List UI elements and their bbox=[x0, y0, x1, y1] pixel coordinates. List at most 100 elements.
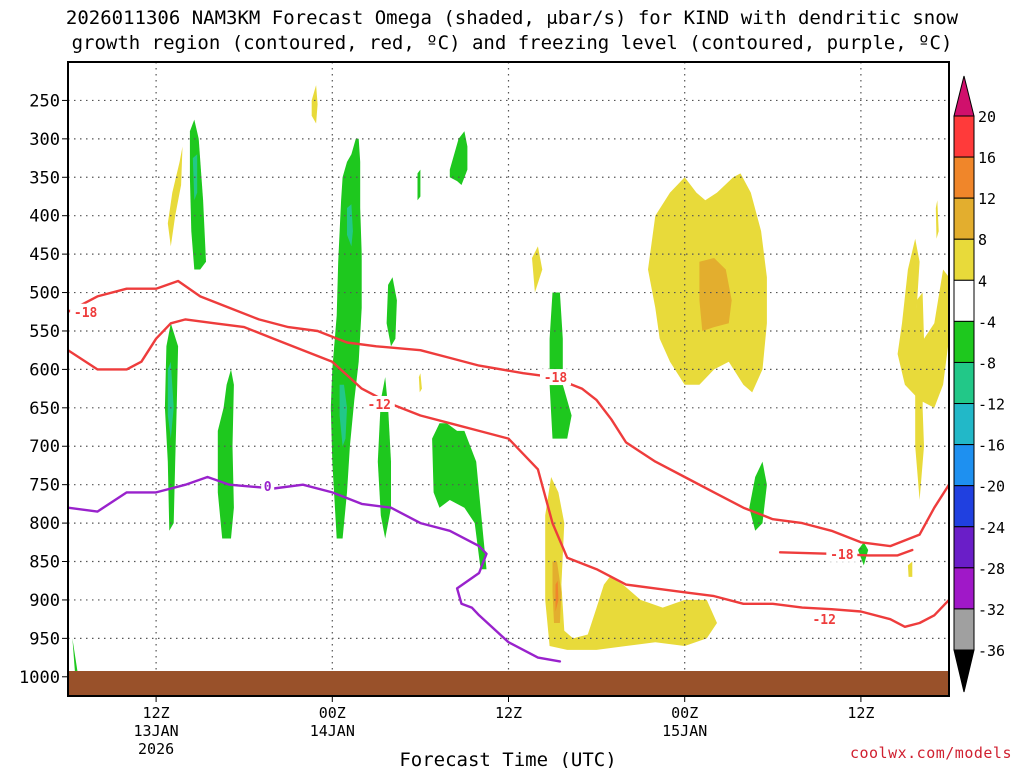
colorbar-bin bbox=[953, 320, 975, 363]
omega-region bbox=[549, 292, 572, 439]
colorbar-bin bbox=[953, 156, 975, 199]
colorbar-label: -28 bbox=[978, 560, 1005, 578]
omega-region bbox=[167, 361, 174, 439]
omega-region bbox=[217, 369, 234, 539]
plot-frame bbox=[67, 61, 950, 697]
time-label: 00Z bbox=[671, 704, 698, 722]
omega-shading bbox=[72, 85, 949, 677]
omega-region bbox=[907, 561, 913, 577]
contour-label: -12 bbox=[812, 613, 835, 628]
chart-title-line-1: 2026011306 NAM3KM Forecast Omega (shaded… bbox=[65, 7, 959, 29]
colorbar-label: -16 bbox=[978, 437, 1005, 455]
omega-region bbox=[377, 377, 391, 539]
contour-labels: -18 -18 -12 -12 -18 0 bbox=[70, 303, 858, 628]
colorbar-label: -12 bbox=[978, 396, 1005, 414]
pressure-label: 1000 bbox=[19, 668, 60, 688]
colorbar-label: 8 bbox=[978, 231, 987, 249]
chart-title-line-2: growth region (contoured, red, ºC) and f… bbox=[71, 32, 953, 54]
contour-label-bg bbox=[808, 611, 840, 628]
omega-region bbox=[545, 477, 717, 650]
colorbar-bin bbox=[953, 444, 975, 487]
omega-region bbox=[935, 200, 939, 239]
ground-layer bbox=[68, 671, 949, 696]
omega-region bbox=[167, 146, 183, 247]
colorbar-bin bbox=[953, 115, 975, 158]
contour-label-bg bbox=[70, 303, 102, 320]
colorbar-label: 16 bbox=[978, 149, 996, 167]
colorbar-label: 12 bbox=[978, 190, 996, 208]
omega-region bbox=[915, 292, 924, 500]
omega-region bbox=[449, 131, 468, 185]
pressure-label: 250 bbox=[29, 91, 60, 111]
omega-region bbox=[699, 258, 732, 331]
colorbar-top-arrow bbox=[953, 75, 975, 117]
time-label: 12Z bbox=[143, 704, 170, 722]
omega-region bbox=[347, 204, 353, 247]
pressure-label: 900 bbox=[29, 591, 60, 611]
omega-region bbox=[330, 138, 362, 539]
omega-region bbox=[532, 246, 543, 293]
pressure-label: 650 bbox=[29, 399, 60, 419]
contour-label-bg bbox=[826, 545, 858, 562]
omega-region bbox=[432, 423, 487, 570]
pressure-label: 750 bbox=[29, 476, 60, 496]
time-label: 12Z bbox=[847, 704, 874, 722]
pressure-label: 600 bbox=[29, 360, 60, 380]
omega-region bbox=[897, 238, 949, 408]
omega-region bbox=[72, 638, 79, 677]
dgz-minus12-contour bbox=[68, 318, 949, 628]
colorbar-bin bbox=[953, 526, 975, 569]
x-axis-label: Forecast Time (UTC) bbox=[399, 749, 616, 768]
contour-label-bg bbox=[363, 395, 395, 412]
freezing-level-contour bbox=[68, 475, 562, 663]
time-label: 00Z bbox=[319, 704, 346, 722]
colorbar-label: 4 bbox=[978, 272, 987, 290]
pressure-axis-labels: 250 300 350 400 450 500 550 600 650 700 750 800 850 9… bbox=[19, 91, 68, 688]
plot-background bbox=[68, 62, 949, 696]
colorbar-label: -24 bbox=[978, 519, 1005, 537]
contour-label-bg bbox=[539, 369, 571, 386]
contour-label: -12 bbox=[368, 398, 391, 413]
colorbar-label: -8 bbox=[978, 354, 996, 372]
time-label: 14JAN bbox=[310, 722, 355, 740]
omega-region bbox=[418, 373, 422, 393]
ground-fill bbox=[68, 671, 949, 696]
contour-label-bg bbox=[261, 478, 275, 495]
source-credit: coolwx.com/models bbox=[849, 744, 1012, 762]
contour-label: -18 bbox=[544, 371, 568, 386]
contour-label: -18 bbox=[830, 548, 854, 563]
colorbar-bottom-arrow bbox=[953, 649, 975, 693]
time-label: 2026 bbox=[138, 740, 174, 758]
grid-lines bbox=[68, 62, 949, 696]
pressure-label: 350 bbox=[29, 168, 60, 188]
colorbar-label: -4 bbox=[978, 313, 996, 331]
pressure-label: 500 bbox=[29, 284, 60, 304]
colorbar: 20 16 12 8 4 -4 -8 -12 -16 -20 -24 -28 -32 -36 bbox=[953, 75, 1005, 693]
omega-region bbox=[386, 277, 397, 347]
time-label: 12Z bbox=[495, 704, 522, 722]
pressure-label: 400 bbox=[29, 207, 60, 227]
time-label: 15JAN bbox=[662, 722, 707, 740]
contour-label: 0 bbox=[264, 480, 272, 495]
colorbar-label: -20 bbox=[978, 478, 1005, 496]
pressure-label: 850 bbox=[29, 553, 60, 573]
omega-region bbox=[311, 85, 318, 124]
colorbar-bin bbox=[953, 197, 975, 240]
colorbar-bin bbox=[953, 361, 975, 405]
time-label: 13JAN bbox=[134, 722, 179, 740]
colorbar-bin bbox=[953, 567, 975, 610]
omega-region bbox=[339, 384, 347, 447]
omega-region bbox=[555, 580, 559, 612]
omega-region bbox=[417, 169, 421, 201]
omega-region bbox=[189, 119, 206, 270]
pressure-label: 800 bbox=[29, 514, 60, 534]
pressure-label: 950 bbox=[29, 629, 60, 649]
colorbar-bin bbox=[953, 608, 975, 651]
colorbar-bin bbox=[953, 238, 975, 281]
colorbar-bin bbox=[953, 403, 975, 446]
colorbar-label: -32 bbox=[978, 601, 1005, 619]
dgz-minus18-inner-contour bbox=[778, 548, 914, 557]
pressure-label: 300 bbox=[29, 130, 60, 150]
